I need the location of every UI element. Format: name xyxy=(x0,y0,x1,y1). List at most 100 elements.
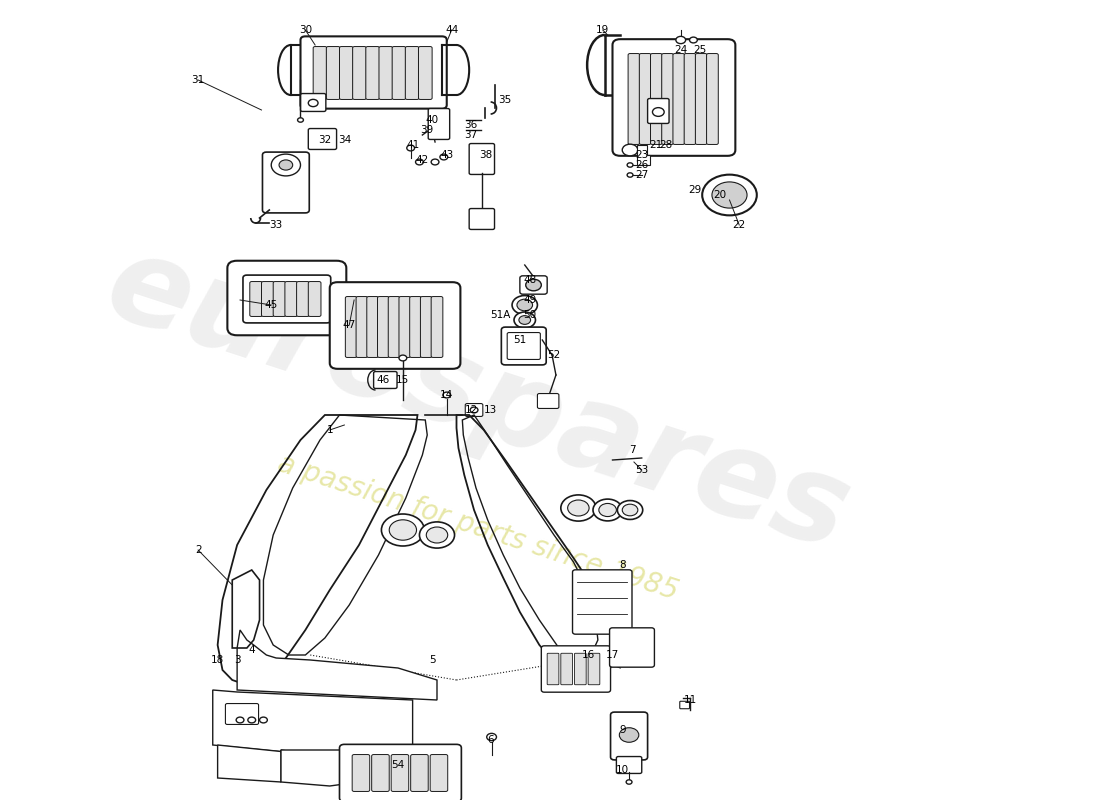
FancyBboxPatch shape xyxy=(263,152,309,213)
Circle shape xyxy=(513,295,538,314)
FancyBboxPatch shape xyxy=(465,403,483,417)
FancyBboxPatch shape xyxy=(547,654,559,685)
Circle shape xyxy=(416,159,424,165)
Circle shape xyxy=(486,734,496,741)
FancyBboxPatch shape xyxy=(300,94,326,111)
FancyBboxPatch shape xyxy=(308,129,337,150)
FancyBboxPatch shape xyxy=(273,282,286,317)
Circle shape xyxy=(617,501,642,519)
Polygon shape xyxy=(218,745,315,782)
Text: 35: 35 xyxy=(498,95,512,105)
FancyBboxPatch shape xyxy=(297,282,309,317)
Circle shape xyxy=(431,159,439,165)
FancyBboxPatch shape xyxy=(410,754,428,791)
Text: 28: 28 xyxy=(660,140,673,150)
FancyBboxPatch shape xyxy=(377,297,389,358)
Text: 19: 19 xyxy=(596,25,609,35)
Text: 45: 45 xyxy=(265,300,278,310)
FancyBboxPatch shape xyxy=(300,36,447,109)
Circle shape xyxy=(568,500,590,516)
FancyBboxPatch shape xyxy=(639,54,651,145)
Polygon shape xyxy=(637,145,649,165)
FancyBboxPatch shape xyxy=(228,261,346,335)
Text: 42: 42 xyxy=(416,155,429,165)
Text: 13: 13 xyxy=(484,405,497,415)
Circle shape xyxy=(675,36,685,44)
Text: 36: 36 xyxy=(464,120,477,130)
Circle shape xyxy=(623,144,638,156)
Circle shape xyxy=(272,154,300,176)
Text: 20: 20 xyxy=(713,190,726,200)
Circle shape xyxy=(298,118,304,122)
Text: 48: 48 xyxy=(522,275,536,285)
FancyBboxPatch shape xyxy=(243,275,331,323)
Text: 30: 30 xyxy=(299,25,312,35)
FancyBboxPatch shape xyxy=(680,702,690,709)
FancyBboxPatch shape xyxy=(327,46,340,99)
FancyBboxPatch shape xyxy=(345,297,358,358)
FancyBboxPatch shape xyxy=(409,297,421,358)
Circle shape xyxy=(652,108,664,116)
FancyBboxPatch shape xyxy=(420,297,432,358)
Text: 25: 25 xyxy=(694,45,707,55)
FancyBboxPatch shape xyxy=(356,297,367,358)
Text: 52: 52 xyxy=(548,350,561,360)
Circle shape xyxy=(389,520,417,540)
Text: 37: 37 xyxy=(464,130,477,140)
Circle shape xyxy=(279,160,293,170)
FancyBboxPatch shape xyxy=(561,654,572,685)
FancyBboxPatch shape xyxy=(366,46,379,99)
FancyBboxPatch shape xyxy=(308,282,321,317)
FancyBboxPatch shape xyxy=(262,282,274,317)
Text: 9: 9 xyxy=(619,725,626,735)
FancyBboxPatch shape xyxy=(470,143,495,174)
Text: 5: 5 xyxy=(429,655,436,665)
FancyBboxPatch shape xyxy=(405,46,419,99)
Text: 44: 44 xyxy=(446,25,459,35)
Text: 24: 24 xyxy=(674,45,688,55)
Circle shape xyxy=(260,717,267,723)
Circle shape xyxy=(399,355,407,361)
Text: 49: 49 xyxy=(522,295,536,305)
FancyBboxPatch shape xyxy=(616,757,641,774)
Text: 40: 40 xyxy=(426,115,439,125)
Circle shape xyxy=(382,514,425,546)
Text: 2: 2 xyxy=(195,545,201,555)
FancyBboxPatch shape xyxy=(706,54,718,145)
FancyBboxPatch shape xyxy=(388,297,400,358)
FancyBboxPatch shape xyxy=(695,54,707,145)
Text: 26: 26 xyxy=(635,160,648,170)
FancyBboxPatch shape xyxy=(648,98,669,123)
Circle shape xyxy=(627,173,632,177)
FancyBboxPatch shape xyxy=(673,54,684,145)
Text: 23: 23 xyxy=(635,150,648,160)
FancyBboxPatch shape xyxy=(610,712,648,760)
FancyBboxPatch shape xyxy=(353,46,366,99)
Polygon shape xyxy=(280,750,359,786)
Circle shape xyxy=(440,154,448,160)
Circle shape xyxy=(519,316,530,324)
Circle shape xyxy=(561,495,596,521)
FancyBboxPatch shape xyxy=(418,46,432,99)
FancyBboxPatch shape xyxy=(520,276,547,294)
Text: 53: 53 xyxy=(635,465,648,475)
Text: 51: 51 xyxy=(514,335,527,345)
Text: 10: 10 xyxy=(616,765,629,775)
Text: 31: 31 xyxy=(191,75,205,85)
Text: 4: 4 xyxy=(249,645,255,655)
FancyBboxPatch shape xyxy=(374,371,397,389)
Text: 8: 8 xyxy=(619,560,626,570)
Text: 18: 18 xyxy=(211,655,224,665)
Circle shape xyxy=(470,407,477,413)
FancyBboxPatch shape xyxy=(541,646,611,692)
Text: 32: 32 xyxy=(318,135,331,145)
FancyBboxPatch shape xyxy=(502,327,547,365)
Text: 38: 38 xyxy=(480,150,493,160)
Text: 39: 39 xyxy=(420,125,433,135)
Circle shape xyxy=(702,174,757,215)
Text: 16: 16 xyxy=(582,650,595,660)
FancyBboxPatch shape xyxy=(470,209,495,230)
Circle shape xyxy=(593,499,623,521)
FancyBboxPatch shape xyxy=(392,46,406,99)
Text: 33: 33 xyxy=(270,220,283,230)
